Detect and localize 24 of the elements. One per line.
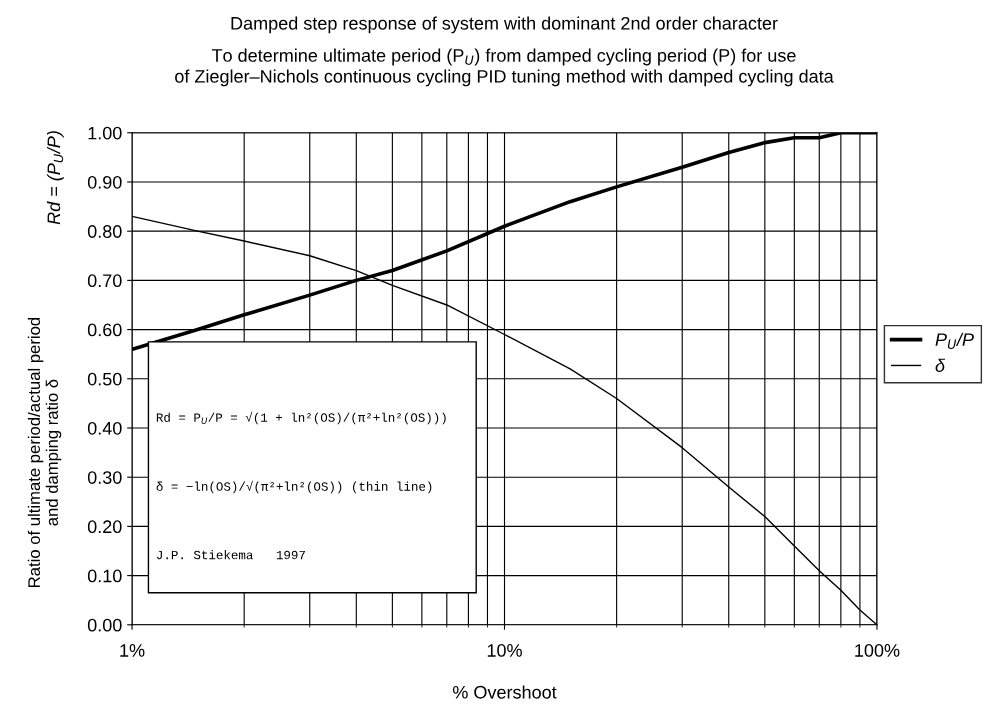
y-tick-label: 1.00 bbox=[88, 126, 122, 140]
annotation: δ = −ln(OS)/√(π²+ln²(OS)) (thin line) bbox=[156, 480, 432, 494]
chart-title: Damped step response of system with dominant 2nd order character bbox=[231, 16, 778, 34]
y-tick-label: 0.20 bbox=[87, 520, 122, 534]
y-tick-label: 0.30 bbox=[87, 471, 122, 484]
x-axis-title: % Overshoot bbox=[452, 685, 557, 699]
legend-label: δ bbox=[935, 358, 946, 372]
y-tick-label: 0.10 bbox=[87, 569, 122, 583]
x-tick-label: 100% bbox=[855, 644, 900, 657]
y-tick-label: 0.50 bbox=[87, 372, 122, 386]
x-tick-label: 1% bbox=[120, 644, 145, 657]
y-tick-label: 0.40 bbox=[87, 421, 122, 435]
y-tick-label: 0.60 bbox=[87, 323, 122, 337]
y-axis-title: Ratio of ultimate period/actual period and damping ratio δ bbox=[27, 317, 62, 587]
annotation: Rd = P$_{U}$/P = √(1 + ln²(OS)/(π²+ln²(OS))) bbox=[156, 411, 446, 425]
x-tick-label: 10% bbox=[487, 644, 522, 657]
y-tick-label: 0.80 bbox=[87, 225, 122, 238]
text: Rd = (P$_{U}$/P) bbox=[46, 131, 64, 225]
y-tick-label: 0.00 bbox=[87, 618, 122, 632]
annotation: J.P. Stiekema 1997 bbox=[156, 550, 305, 560]
legend-label: P$_{U}$/P bbox=[935, 332, 974, 349]
y-tick-label: 0.90 bbox=[87, 175, 122, 189]
chart-subtitle: To determine ultimate period (P$_{U}$) from damped cycling period (P) for use of Ziegler–Nichols continuous cycling PID tuning method with damped cycling data bbox=[175, 48, 834, 87]
y-tick-label: 0.70 bbox=[87, 274, 122, 288]
